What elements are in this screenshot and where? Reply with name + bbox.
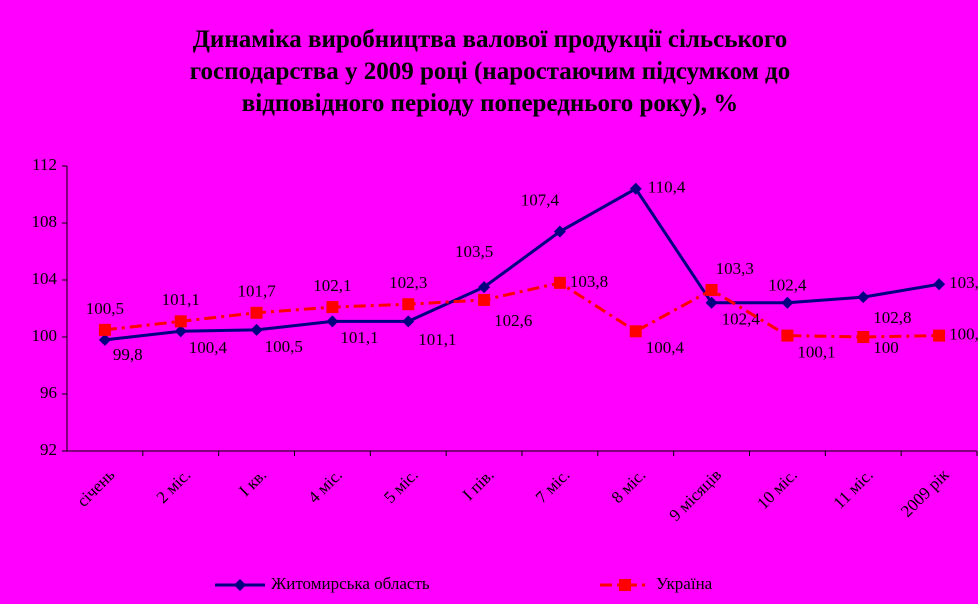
data-label: 100 <box>873 338 899 357</box>
x-tick-label: I пів. <box>459 465 498 504</box>
data-label: 101,1 <box>162 290 200 309</box>
data-label: 103,5 <box>455 242 493 261</box>
y-tick-label: 92 <box>40 440 57 459</box>
series-line <box>104 281 940 339</box>
y-tick-label: 96 <box>40 383 57 402</box>
series-line <box>104 186 940 342</box>
marker <box>402 315 415 328</box>
data-label: 102,1 <box>313 276 351 295</box>
x-tick-label: 8 міс. <box>608 465 650 507</box>
marker <box>553 225 566 238</box>
data-label: 101,1 <box>340 328 378 347</box>
marker <box>629 325 642 338</box>
marker <box>781 296 794 309</box>
marker <box>553 276 566 289</box>
data-label: 103,3 <box>716 259 754 278</box>
data-label: 102,8 <box>873 308 911 327</box>
data-label: 103,8 <box>570 272 608 291</box>
data-label: 100,1 <box>949 324 978 343</box>
x-tick-label: I кв. <box>235 465 270 500</box>
data-label: 102,4 <box>768 276 807 295</box>
marker <box>933 278 946 291</box>
data-label: 102,6 <box>494 311 532 330</box>
data-label: 100,5 <box>265 337 303 356</box>
data-label: 102,3 <box>389 273 427 292</box>
marker <box>619 579 631 591</box>
chart-title: Динаміка виробництва валової продукції с… <box>189 26 791 117</box>
data-label: 102,4 <box>722 310 761 329</box>
legend-label: Україна <box>656 574 713 593</box>
data-label: 101,1 <box>418 330 456 349</box>
marker <box>98 323 111 336</box>
marker <box>174 325 187 338</box>
marker <box>98 333 111 346</box>
x-tick-label: 10 міс. <box>753 465 801 513</box>
data-label: 100,4 <box>646 338 685 357</box>
y-tick-label: 108 <box>32 212 58 231</box>
data-label: 110,4 <box>648 178 686 197</box>
x-tick-label: січень <box>73 465 119 511</box>
marker <box>629 182 642 195</box>
data-label: 100,1 <box>797 342 835 361</box>
x-tick-label: 2 міс. <box>153 465 195 507</box>
marker <box>857 331 870 343</box>
marker <box>250 306 263 319</box>
y-tick-label: 112 <box>32 155 57 174</box>
x-tick-label: 11 міс. <box>830 465 877 512</box>
data-label: 99,8 <box>113 345 143 364</box>
data-label: 101,7 <box>237 282 276 301</box>
marker <box>326 315 339 328</box>
x-tick-label: 9 місяців <box>665 465 725 525</box>
data-label: 103,7 <box>949 273 978 292</box>
marker <box>174 315 187 328</box>
marker <box>705 296 718 309</box>
legend-label: Житомирська область <box>271 574 430 593</box>
marker <box>857 291 870 304</box>
marker <box>478 293 491 306</box>
marker <box>478 281 491 294</box>
x-tick-label: 7 міс. <box>532 465 574 507</box>
marker <box>705 283 718 296</box>
marker <box>402 298 415 311</box>
marker <box>933 329 946 342</box>
y-tick-label: 100 <box>32 326 58 345</box>
data-label: 100,5 <box>86 299 124 318</box>
marker <box>250 323 263 336</box>
marker <box>326 301 339 314</box>
marker <box>781 329 794 342</box>
marker <box>234 579 246 591</box>
x-tick-label: 5 міс. <box>380 465 422 507</box>
x-tick-label: 4 міс. <box>304 465 346 507</box>
y-tick-label: 104 <box>32 269 58 288</box>
data-label: 100,4 <box>189 338 228 357</box>
data-label: 107,4 <box>521 190 560 209</box>
x-tick-label: 2009 рік <box>897 465 953 521</box>
